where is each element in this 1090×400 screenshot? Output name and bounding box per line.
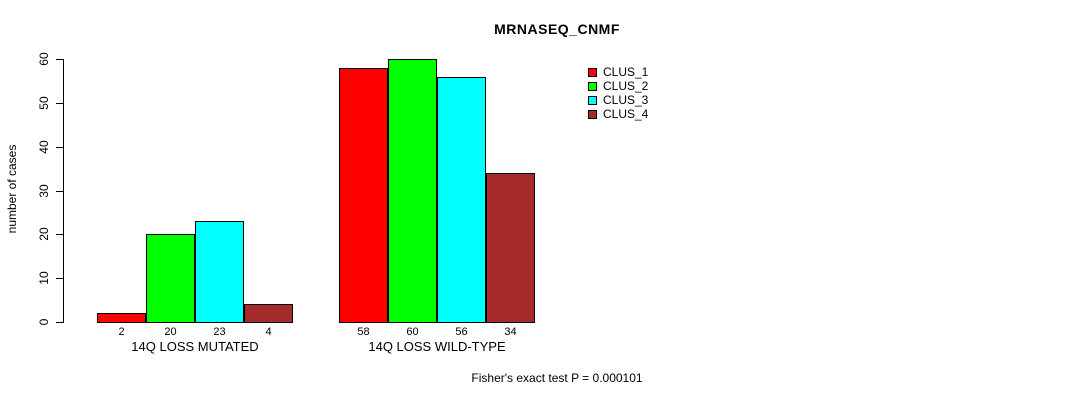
bar-value-clus-2-14q-loss-wild-type: 60 (406, 326, 419, 338)
legend-swatch-clus-3 (588, 95, 597, 105)
y-tick-label-40: 40 (37, 139, 51, 154)
y-tick-50 (56, 102, 63, 104)
y-axis-line (63, 59, 64, 323)
legend-row-clus-4: CLUS_4 (588, 107, 648, 121)
legend-row-clus-3: CLUS_3 (588, 93, 648, 107)
legend-row-clus-1: CLUS_1 (588, 65, 648, 79)
bar-clus-2-14q-loss-mutated (146, 234, 195, 323)
legend-label-clus-3: CLUS_3 (603, 93, 649, 107)
group-label-14q-loss-wild-type: 14Q LOSS WILD-TYPE (368, 339, 506, 354)
legend-swatch-clus-2 (588, 81, 597, 91)
legend-label-clus-4: CLUS_4 (603, 107, 649, 121)
y-tick-label-50: 50 (37, 96, 51, 110)
bar-clus-1-14q-loss-wild-type (339, 68, 388, 323)
fisher-test-annotation: Fisher's exact test P = 0.000101 (471, 371, 643, 385)
y-tick-30 (56, 190, 63, 192)
y-tick-60 (56, 59, 63, 60)
chart-title: MRNASEQ_CNMF (494, 21, 620, 37)
bar-value-clus-4-14q-loss-mutated: 4 (265, 326, 272, 338)
y-tick-label-60: 60 (37, 52, 51, 66)
y-axis-title: number of cases (5, 144, 19, 234)
bar-value-clus-3-14q-loss-mutated: 23 (213, 326, 226, 338)
y-tick-label-10: 10 (37, 271, 51, 285)
y-tick-10 (56, 278, 63, 280)
bar-clus-2-14q-loss-wild-type (388, 59, 437, 323)
bar-clus-3-14q-loss-wild-type (437, 77, 486, 323)
legend: CLUS_1 CLUS_2 CLUS_3 CLUS_4 (588, 65, 648, 121)
bar-clus-4-14q-loss-mutated (244, 304, 293, 323)
group-label-14q-loss-mutated: 14Q LOSS MUTATED (131, 339, 259, 354)
y-tick-40 (56, 146, 63, 148)
legend-label-clus-2: CLUS_2 (603, 79, 649, 93)
bar-value-clus-1-14q-loss-mutated: 2 (118, 326, 125, 338)
bar-clus-1-14q-loss-mutated (97, 313, 146, 323)
legend-label-clus-1: CLUS_1 (603, 65, 649, 79)
y-tick-20 (56, 234, 63, 236)
y-tick-label-0: 0 (37, 318, 51, 326)
legend-swatch-clus-1 (588, 67, 597, 77)
bar-value-clus-4-14q-loss-wild-type: 34 (504, 326, 517, 338)
bar-value-clus-1-14q-loss-wild-type: 58 (357, 326, 370, 338)
bar-value-clus-3-14q-loss-wild-type: 56 (455, 326, 468, 338)
legend-swatch-clus-4 (588, 109, 597, 119)
y-tick-label-20: 20 (37, 227, 51, 242)
y-tick-0 (56, 322, 63, 323)
bar-clus-3-14q-loss-mutated (195, 221, 244, 323)
bar-clus-4-14q-loss-wild-type (486, 173, 535, 323)
legend-row-clus-2: CLUS_2 (588, 79, 648, 93)
y-tick-label-30: 30 (37, 183, 51, 198)
bar-value-clus-2-14q-loss-mutated: 20 (164, 326, 177, 338)
